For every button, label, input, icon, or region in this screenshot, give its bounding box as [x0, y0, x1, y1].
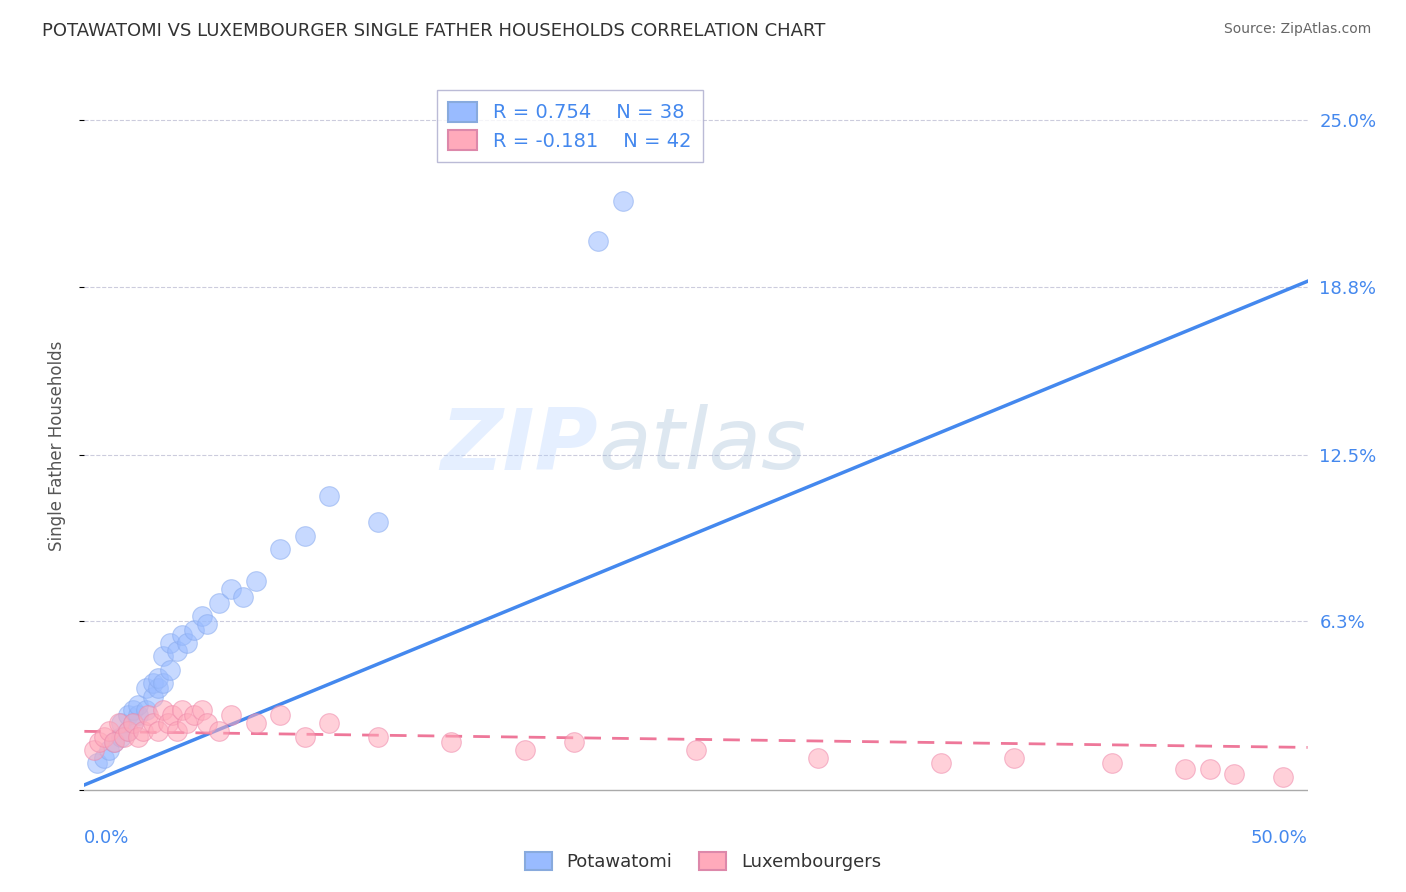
Text: Source: ZipAtlas.com: Source: ZipAtlas.com [1223, 22, 1371, 37]
Point [245, 574, 267, 589]
Text: ZIP: ZIP [440, 404, 598, 488]
Point [245, 716, 267, 731]
Point [269, 708, 291, 723]
Point [159, 636, 181, 650]
Point [83, 743, 105, 757]
Point [142, 676, 165, 690]
Point [612, 194, 634, 208]
Point [107, 716, 129, 731]
Point [156, 716, 179, 731]
Point [152, 649, 174, 664]
Point [97, 724, 120, 739]
Point [112, 730, 135, 744]
Point [318, 716, 340, 731]
Text: atlas: atlas [598, 404, 806, 488]
Point [294, 730, 316, 744]
Point [1002, 751, 1025, 765]
Point [166, 644, 188, 658]
Point [208, 596, 231, 610]
Point [191, 609, 214, 624]
Text: POTAWATOMI VS LUXEMBOURGER SINGLE FATHER HOUSEHOLDS CORRELATION CHART: POTAWATOMI VS LUXEMBOURGER SINGLE FATHER… [42, 22, 825, 40]
Point [1101, 756, 1123, 771]
Point [127, 730, 149, 744]
Point [1272, 770, 1295, 784]
Point [103, 735, 125, 749]
Point [367, 516, 389, 530]
Point [172, 703, 194, 717]
Point [195, 716, 218, 731]
Point [183, 708, 205, 723]
Point [142, 690, 165, 704]
Text: 0.0%: 0.0% [84, 829, 129, 847]
Point [176, 636, 198, 650]
Point [1174, 762, 1197, 776]
Legend: Potawatomi, Luxembourgers: Potawatomi, Luxembourgers [517, 845, 889, 879]
Point [152, 703, 174, 717]
Point [685, 743, 707, 757]
Point [117, 724, 139, 739]
Point [159, 663, 181, 677]
Point [929, 756, 952, 771]
Point [87, 735, 110, 749]
Point [1223, 767, 1246, 781]
Point [440, 735, 463, 749]
Point [122, 716, 145, 731]
Point [132, 724, 155, 739]
Legend: R = 0.754    N = 38, R = -0.181    N = 42: R = 0.754 N = 38, R = -0.181 N = 42 [437, 90, 703, 162]
Point [117, 724, 139, 739]
Point [146, 671, 169, 685]
Point [191, 703, 214, 717]
Point [142, 716, 165, 731]
Point [127, 708, 149, 723]
Point [117, 708, 139, 723]
Point [162, 708, 184, 723]
Point [294, 529, 316, 543]
Point [127, 698, 149, 712]
Point [208, 724, 231, 739]
Point [183, 623, 205, 637]
Point [135, 681, 157, 696]
Point [219, 582, 242, 597]
Point [146, 681, 169, 696]
Point [232, 591, 254, 605]
Point [176, 716, 198, 731]
Point [269, 542, 291, 557]
Point [110, 716, 132, 731]
Point [586, 234, 609, 248]
Point [318, 489, 340, 503]
Point [122, 716, 145, 731]
Point [1198, 762, 1220, 776]
Point [513, 743, 536, 757]
Point [172, 628, 194, 642]
Point [367, 730, 389, 744]
Point [93, 751, 115, 765]
Point [86, 756, 108, 771]
Point [135, 703, 157, 717]
Point [110, 730, 132, 744]
Text: 50.0%: 50.0% [1251, 829, 1308, 847]
Point [195, 617, 218, 632]
Point [136, 708, 159, 723]
Point [97, 743, 120, 757]
Point [562, 735, 585, 749]
Point [103, 735, 125, 749]
Point [93, 730, 115, 744]
Y-axis label: Single Father Households: Single Father Households [48, 341, 66, 551]
Point [807, 751, 830, 765]
Point [219, 708, 242, 723]
Point [146, 724, 169, 739]
Point [166, 724, 188, 739]
Point [122, 703, 145, 717]
Point [152, 676, 174, 690]
